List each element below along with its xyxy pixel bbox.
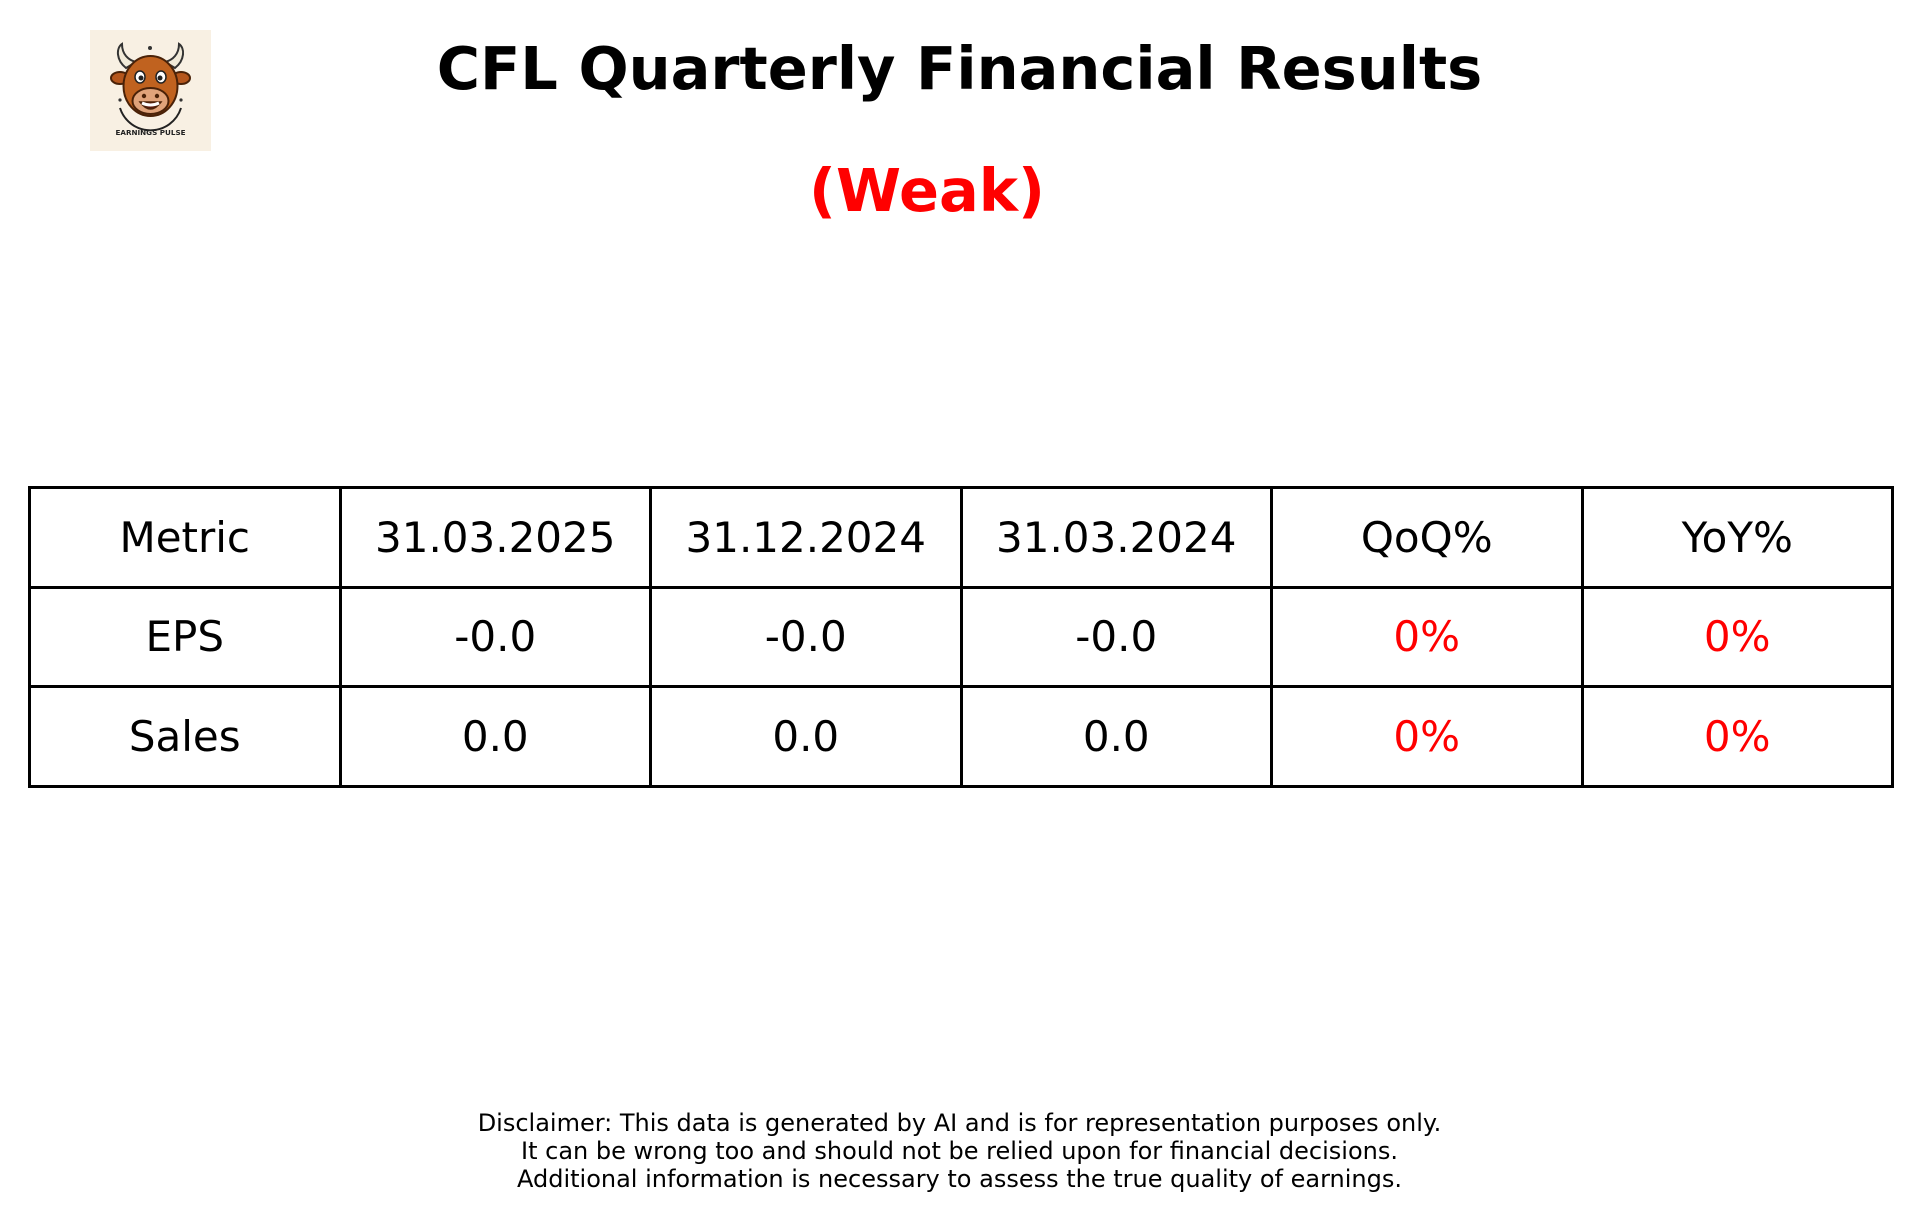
page-title: CFL Quarterly Financial Results	[436, 34, 1483, 103]
metric-name-cell: EPS	[28, 585, 342, 689]
value-cell: 0.0	[338, 685, 652, 788]
table-row: Sales 0.0 0.0 0.0 0% 0%	[28, 685, 1894, 788]
table-header-cell: YoY%	[1580, 486, 1894, 589]
value-cell: -0.0	[649, 585, 963, 689]
table-header-cell: QoQ%	[1270, 486, 1584, 589]
disclaimer-line: Disclaimer: This data is generated by AI…	[477, 1109, 1442, 1137]
disclaimer-line: It can be wrong too and should not be re…	[521, 1137, 1398, 1165]
value-cell: -0.0	[338, 585, 652, 689]
change-cell: 0%	[1270, 585, 1584, 689]
metric-name-cell: Sales	[28, 685, 342, 788]
change-cell: 0%	[1580, 585, 1894, 689]
change-cell: 0%	[1580, 685, 1894, 788]
value-cell: 0.0	[649, 685, 963, 788]
logo-text: EARNINGS PULSE	[115, 128, 185, 137]
rating-label: (Weak)	[809, 156, 1045, 225]
disclaimer: Disclaimer: This data is generated by AI…	[0, 1109, 1919, 1193]
earnings-pulse-logo: EARNINGS PULSE	[90, 30, 211, 151]
results-table-body: Metric 31.03.2025 31.12.2024 31.03.2024 QoQ%…	[28, 486, 1894, 788]
table-header-row: Metric 31.03.2025 31.12.2024 31.03.2024 QoQ%…	[28, 486, 1894, 589]
change-cell: 0%	[1270, 685, 1584, 788]
disclaimer-line: Additional information is necessary to a…	[516, 1165, 1402, 1193]
table-header-cell: Metric	[28, 486, 342, 589]
table-header-cell: 31.12.2024	[649, 486, 963, 589]
value-cell: 0.0	[959, 685, 1273, 788]
value-cell: -0.0	[959, 585, 1273, 689]
table-header-cell: 31.03.2024	[959, 486, 1273, 589]
bull-mascot-icon: EARNINGS PULSE	[110, 42, 191, 137]
table-header-cell: 31.03.2025	[338, 486, 652, 589]
results-table: Metric 31.03.2025 31.12.2024 31.03.2024 QoQ%…	[28, 486, 1894, 788]
table-row: EPS -0.0 -0.0 -0.0 0% 0%	[28, 585, 1894, 689]
